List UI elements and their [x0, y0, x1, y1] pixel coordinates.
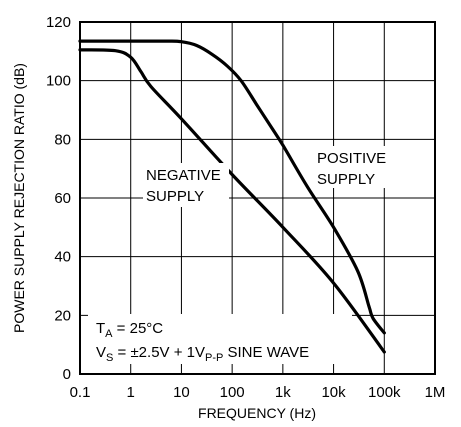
x-tick-label: 100k	[368, 384, 401, 401]
x-tick-labels: 0.1 1 10 100 1k 10k 100k 1M	[70, 384, 446, 401]
negative-supply-label-line2: SUPPLY	[146, 188, 204, 205]
x-tick-label: 1M	[425, 384, 446, 401]
plot-frame	[79, 21, 436, 375]
series-lines	[78, 39, 386, 354]
negative-supply-label-bg	[143, 163, 229, 207]
y-tick-label: 60	[54, 190, 71, 207]
y-tick-label: 20	[54, 307, 71, 324]
positive-supply-line	[78, 39, 386, 335]
negative-supply-label-line1: NEGATIVE	[146, 167, 221, 184]
y-tick-label: 120	[46, 14, 71, 31]
y-tick-label: 0	[63, 366, 71, 383]
positive-supply-label-line1: POSITIVE	[317, 150, 386, 167]
positive-supply-label-bg	[314, 146, 392, 188]
y-tick-label: 40	[54, 249, 71, 266]
x-tick-label: 0.1	[70, 384, 91, 401]
y-tick-label: 80	[54, 131, 71, 148]
x-tick-label: 100	[220, 384, 245, 401]
x-tick-label: 1k	[275, 384, 291, 401]
x-tick-label: 1	[127, 384, 135, 401]
x-tick-label: 10	[173, 384, 190, 401]
y-axis-title: POWER SUPPLY REJECTION RATIO (dB)	[11, 63, 27, 333]
annotation-temperature: TA = 25°C	[96, 320, 163, 340]
conditions-bg	[88, 314, 352, 364]
x-tick-label: 10k	[321, 384, 346, 401]
negative-supply-line	[78, 48, 386, 354]
y-tick-labels: 0 20 40 60 80 100 120	[46, 14, 71, 383]
x-axis-title: FREQUENCY (Hz)	[198, 405, 316, 421]
positive-supply-label-line2: SUPPLY	[317, 171, 375, 188]
annotation-supply-voltage: VS = ±2.5V + 1VP-P SINE WAVE	[96, 344, 309, 364]
y-tick-label: 100	[46, 73, 71, 90]
